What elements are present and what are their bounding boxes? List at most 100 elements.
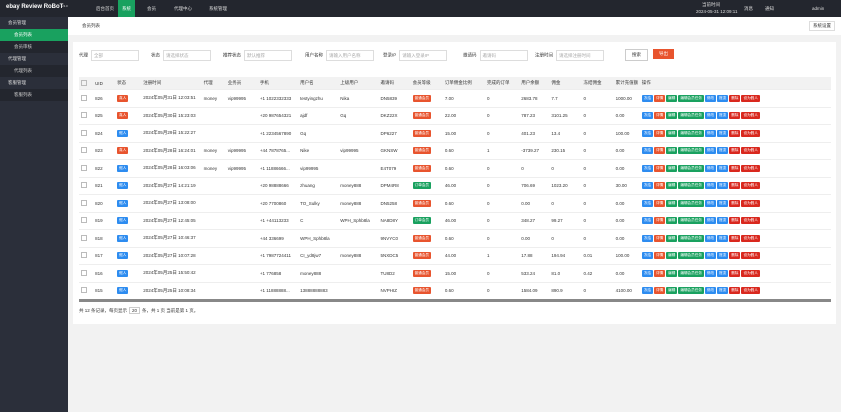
menu-group[interactable]: 客服管理 (8, 80, 26, 85)
action-button[interactable]: 删除 (729, 252, 741, 260)
tab-right[interactable]: 系统设置 (809, 21, 835, 31)
menu-group[interactable]: 代理管理 (8, 56, 26, 61)
tab[interactable]: 会员列表 (82, 23, 100, 28)
action-button[interactable]: 设为假人 (741, 147, 760, 155)
checkbox[interactable] (79, 194, 94, 213)
action-button[interactable]: 冻结 (641, 164, 653, 172)
action-button[interactable]: 编辑 (666, 252, 678, 260)
action-button[interactable]: 删除 (729, 234, 741, 242)
action-button[interactable]: 冻结 (641, 129, 653, 137)
action-button[interactable]: 账变 (717, 217, 729, 225)
filter-input[interactable]: 请选择注册时间 (556, 50, 604, 61)
action-button[interactable]: 设为假人 (741, 129, 760, 137)
action-button[interactable]: 修改 (704, 164, 717, 172)
action-button[interactable]: 编辑 (666, 217, 678, 225)
action-button[interactable]: 账变 (717, 234, 729, 242)
action-button[interactable]: 删除 (729, 287, 741, 295)
action-button[interactable]: 冻结 (641, 269, 653, 277)
action-button[interactable]: 编辑会员任务 (678, 164, 704, 172)
action-button[interactable]: 详情 (653, 182, 666, 190)
action-button[interactable]: 编辑会员任务 (678, 252, 704, 260)
action-button[interactable]: 编辑 (666, 199, 678, 207)
action-button[interactable]: 编辑 (666, 112, 678, 120)
filter-input[interactable]: 请选择状态 (163, 50, 211, 61)
action-button[interactable]: 编辑 (666, 234, 678, 242)
action-button[interactable]: 冻结 (641, 112, 653, 120)
export-button[interactable]: 导出 (653, 49, 674, 59)
action-button[interactable]: 编辑 (666, 94, 678, 102)
menu-group[interactable]: 会员管理 (8, 20, 26, 25)
filter-input[interactable]: 请输入登录IP (399, 50, 448, 61)
action-button[interactable]: 详情 (653, 199, 666, 207)
menu-item[interactable]: 会员 (147, 6, 156, 11)
action-button[interactable]: 删除 (729, 182, 741, 190)
action-button[interactable]: 编辑会员任务 (678, 287, 704, 295)
action-button[interactable]: 编辑会员任务 (678, 182, 704, 190)
search-button[interactable]: 搜索 (625, 49, 648, 61)
action-button[interactable]: 删除 (729, 147, 741, 155)
action-button[interactable]: 账变 (717, 129, 729, 137)
action-button[interactable]: 账变 (717, 287, 729, 295)
action-button[interactable]: 冻结 (641, 199, 653, 207)
action-button[interactable]: 编辑 (666, 269, 678, 277)
checkbox[interactable] (79, 124, 94, 143)
checkbox[interactable] (79, 89, 94, 108)
filter-input[interactable]: 默认推荐 (244, 50, 292, 61)
action-button[interactable]: 详情 (653, 129, 666, 137)
action-button[interactable]: 账变 (717, 252, 729, 260)
notice[interactable]: 通知 (765, 6, 774, 11)
checkbox[interactable] (79, 177, 94, 195)
menu-item[interactable]: 代理中心 (174, 6, 192, 11)
action-button[interactable]: 设为假人 (741, 234, 760, 242)
action-button[interactable]: 设为假人 (741, 94, 760, 102)
action-button[interactable]: 修改 (704, 234, 717, 242)
checkbox[interactable] (79, 247, 94, 265)
filter-input[interactable]: 全部 (91, 50, 139, 61)
checkbox[interactable] (79, 212, 94, 230)
menu-item[interactable]: 后台首页 (96, 6, 114, 11)
action-button[interactable]: 冻结 (641, 217, 653, 225)
action-button[interactable]: 删除 (729, 112, 741, 120)
action-button[interactable]: 设为假人 (741, 287, 760, 295)
checkbox[interactable] (79, 282, 94, 300)
action-button[interactable]: 设为假人 (741, 217, 760, 225)
action-button[interactable]: 修改 (704, 94, 717, 102)
checkbox[interactable] (79, 264, 94, 283)
action-button[interactable]: 账变 (717, 182, 729, 190)
action-button[interactable]: 冻结 (641, 287, 653, 295)
action-button[interactable]: 账变 (717, 112, 729, 120)
action-button[interactable]: 删除 (729, 269, 741, 277)
action-button[interactable]: 设为假人 (741, 199, 760, 207)
action-button[interactable]: 编辑会员任务 (678, 129, 704, 137)
action-button[interactable]: 编辑会员任务 (678, 234, 704, 242)
action-button[interactable]: 修改 (704, 182, 717, 190)
action-button[interactable]: 账变 (717, 147, 729, 155)
action-button[interactable]: 账变 (717, 269, 729, 277)
action-button[interactable]: 编辑 (666, 164, 678, 172)
action-button[interactable]: 编辑会员任务 (678, 217, 704, 225)
menu-item[interactable]: 会员审核 (0, 41, 68, 53)
action-button[interactable]: 编辑 (666, 287, 678, 295)
action-button[interactable]: 详情 (653, 234, 666, 242)
action-button[interactable]: 编辑会员任务 (678, 199, 704, 207)
action-button[interactable]: 设为假人 (741, 112, 760, 120)
action-button[interactable]: 修改 (704, 129, 717, 137)
checkbox[interactable] (79, 229, 94, 248)
action-button[interactable]: 编辑会员任务 (678, 112, 704, 120)
action-button[interactable]: 详情 (653, 269, 666, 277)
page-size[interactable]: 20 (129, 307, 141, 314)
action-button[interactable]: 删除 (729, 164, 741, 172)
menu-item[interactable]: 会员列表 (0, 29, 68, 41)
action-button[interactable]: 详情 (653, 147, 666, 155)
action-button[interactable]: 编辑 (666, 129, 678, 137)
msg[interactable]: 消息 (744, 6, 753, 11)
action-button[interactable]: 修改 (704, 217, 717, 225)
action-button[interactable]: 修改 (704, 252, 717, 260)
checkbox[interactable] (79, 142, 94, 160)
action-button[interactable]: 修改 (704, 147, 717, 155)
action-button[interactable]: 编辑 (666, 182, 678, 190)
action-button[interactable]: 账变 (717, 164, 729, 172)
action-button[interactable]: 修改 (704, 269, 717, 277)
filter-input[interactable]: 请输入用户名称 (326, 50, 374, 61)
action-button[interactable]: 冻结 (641, 94, 653, 102)
